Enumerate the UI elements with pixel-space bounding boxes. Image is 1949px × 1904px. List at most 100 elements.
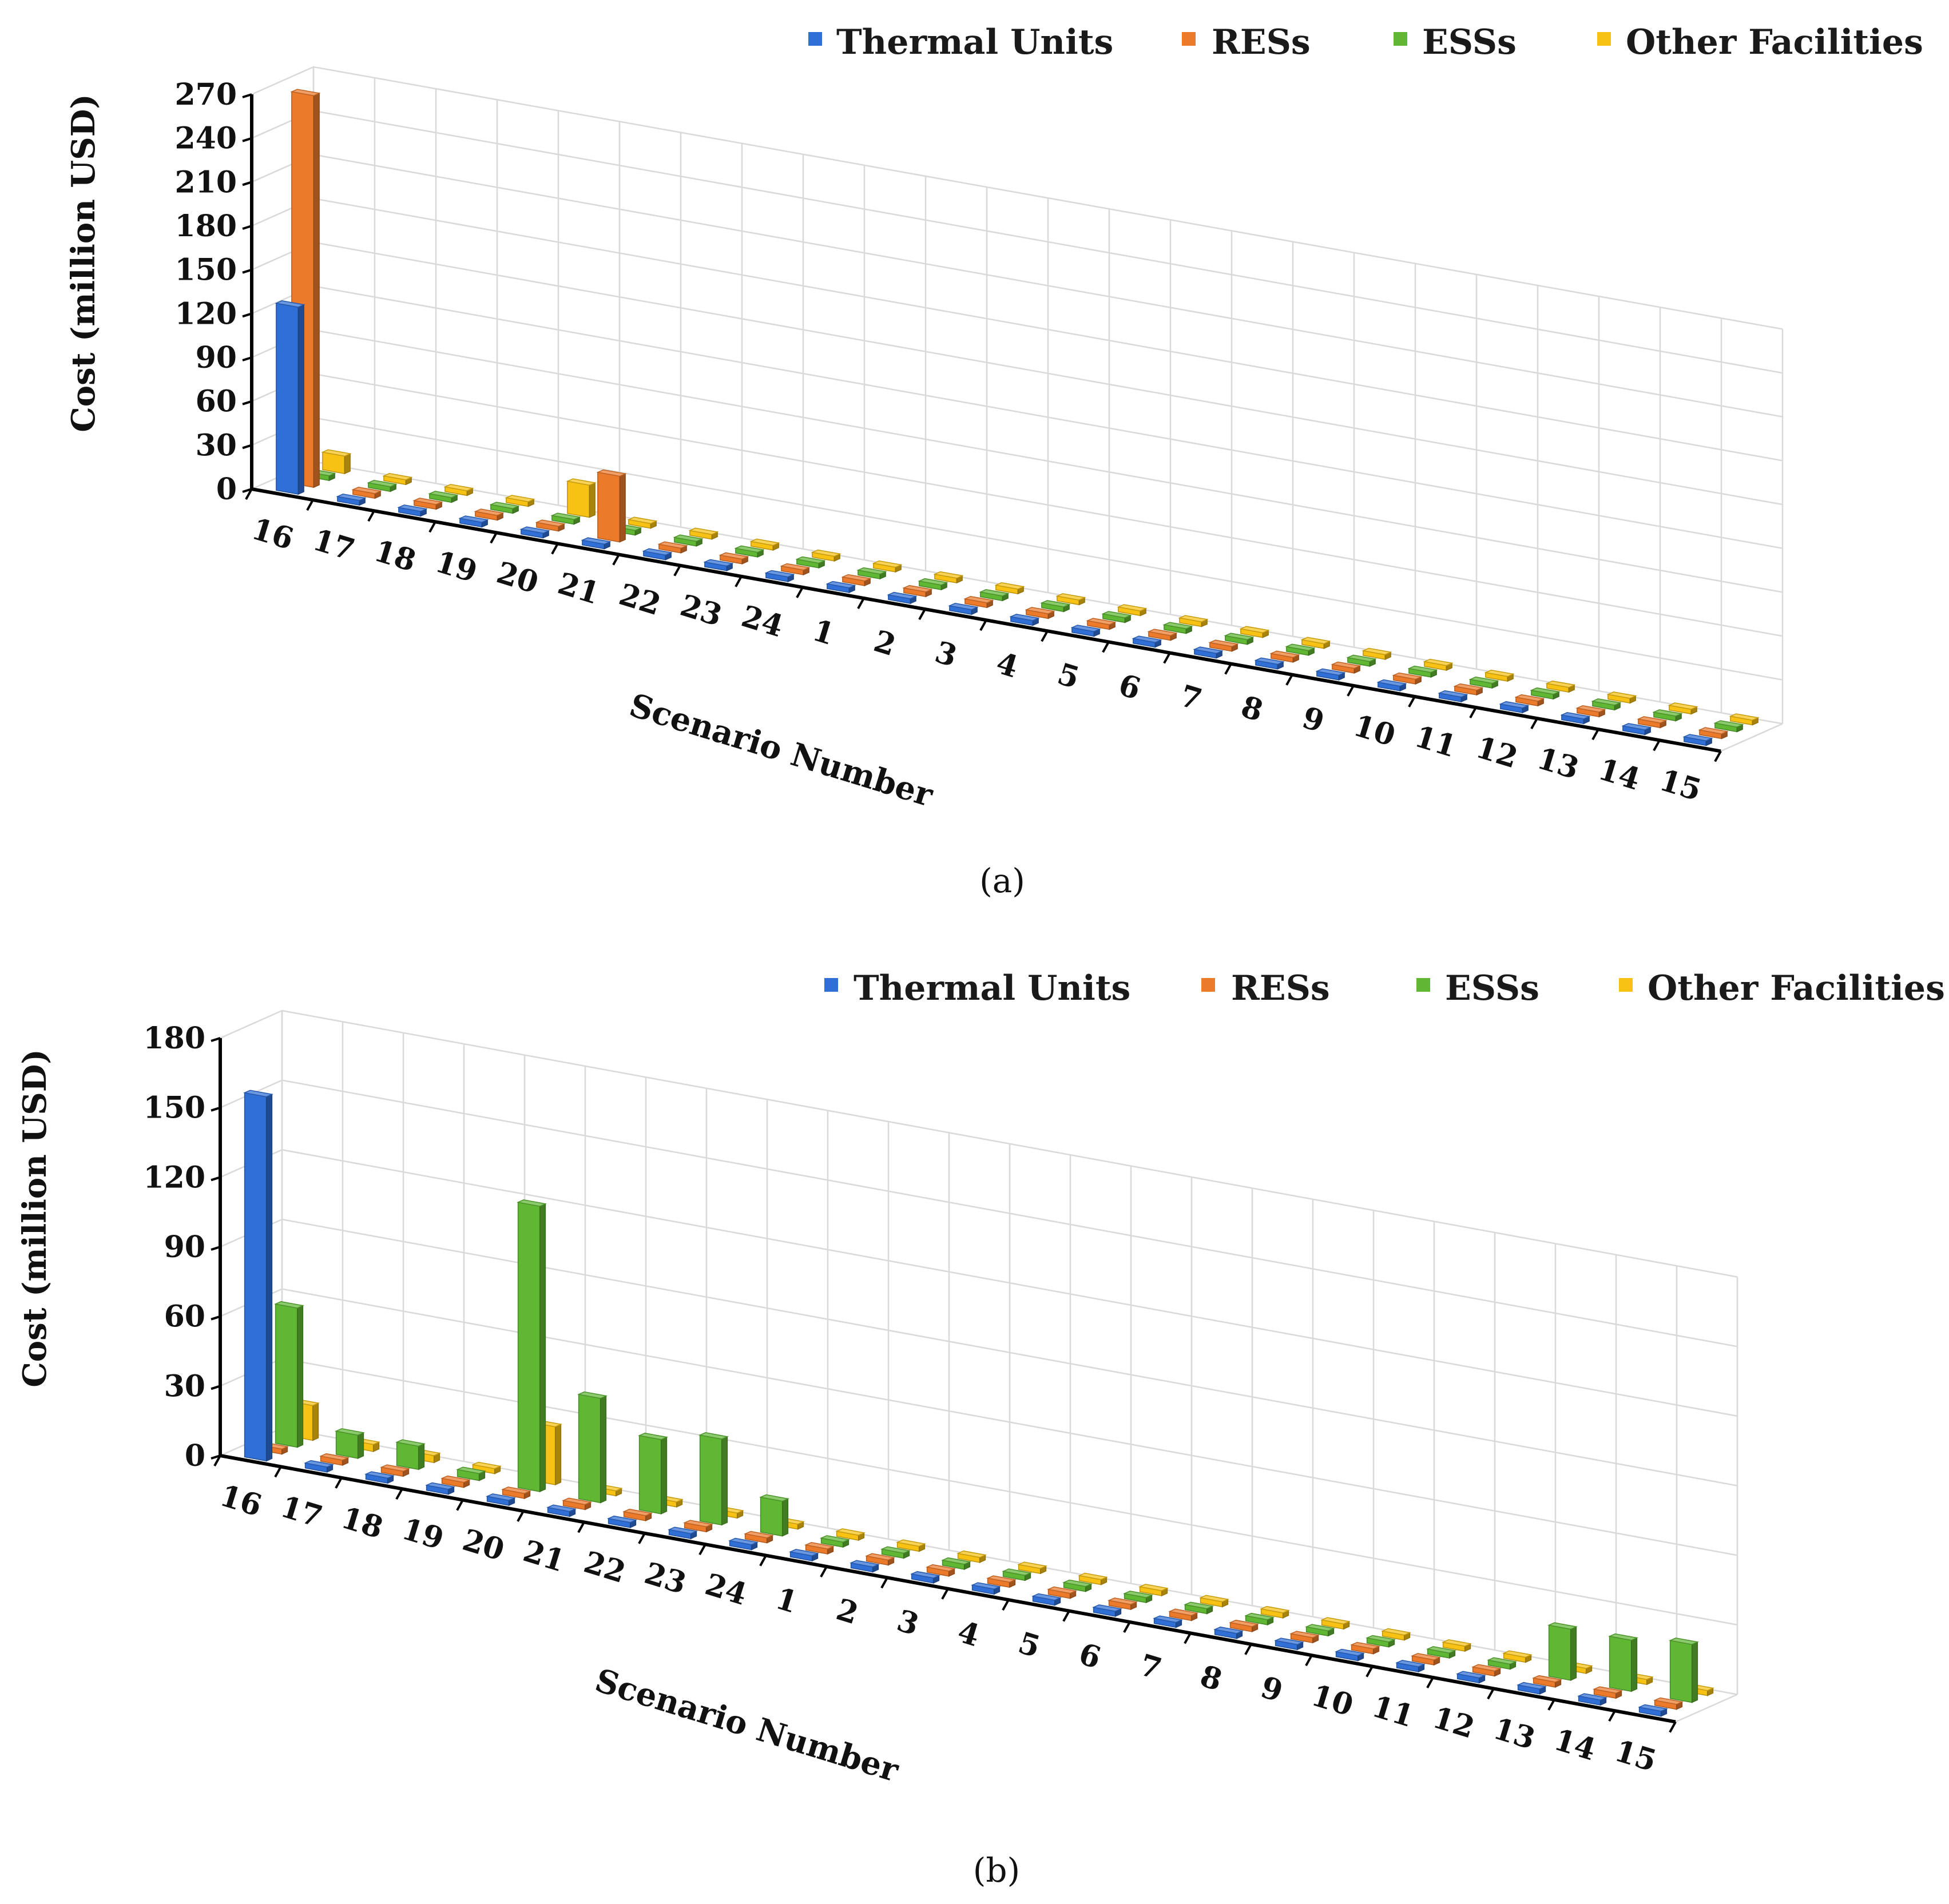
bar-esss-22 <box>638 1432 668 1515</box>
bar-other-facilities-22 <box>688 527 719 540</box>
x-tick-label: 8 <box>1196 1659 1226 1698</box>
bar-other-facilities-14 <box>1668 702 1698 715</box>
bar-ress-6 <box>1147 629 1178 641</box>
y-tick-label: 0 <box>185 1438 205 1473</box>
panel-a-label: (a) <box>979 861 1025 900</box>
x-tick-label: 6 <box>1114 667 1144 707</box>
bar-ress-17 <box>351 487 382 499</box>
bar-thermal-units-5 <box>1031 1593 1062 1606</box>
bar-esss-24 <box>795 556 826 569</box>
chart-b-x-ticks: 16 17 18 19 20 21 22 23 24 1 2 3 4 5 6 7 8 9 10 11 12 13 14 15 <box>216 1478 1661 1779</box>
bar-ress-10 <box>1350 1641 1380 1655</box>
x-tick-label: 4 <box>954 1614 983 1653</box>
bar-esss-11 <box>1468 676 1499 689</box>
bar-ress-14 <box>1637 716 1668 729</box>
bar-esss-5 <box>1101 611 1132 623</box>
bar-other-facilities-9 <box>1361 647 1392 660</box>
bar-esss-10 <box>1407 665 1438 678</box>
bar-ress-9 <box>1331 661 1361 674</box>
x-tick-label: 10 <box>1349 708 1399 753</box>
bar-other-facilities-19 <box>505 495 535 507</box>
bar-thermal-units-6 <box>1132 635 1162 648</box>
bar-other-facilities-12 <box>1545 680 1576 693</box>
bar-thermal-units-1 <box>789 1549 819 1562</box>
bar-thermal-units-12 <box>1499 701 1530 714</box>
y-tick-label: 30 <box>164 1369 205 1404</box>
bar-other-facilities-18 <box>443 484 474 496</box>
bar-other-facilities-2 <box>933 571 964 584</box>
bar-esss-1 <box>856 567 887 580</box>
grid-line-horizontal <box>251 373 1783 637</box>
bar-ress-23 <box>719 552 749 565</box>
x-tick-label: 17 <box>277 1489 327 1535</box>
bar-ress-20 <box>501 1486 531 1500</box>
bar-esss-17 <box>335 1428 365 1459</box>
x-tick-label: 6 <box>1075 1636 1105 1676</box>
bar-ress-10 <box>1392 672 1423 685</box>
x-tick-label: 23 <box>641 1556 690 1601</box>
x-tick-label: 16 <box>248 511 297 557</box>
chart-b-legend: Thermal Units RESs ESSs Other Facilities <box>824 968 1945 1008</box>
bar-ress-7 <box>1208 639 1239 652</box>
chart-b-grid <box>219 1009 1738 1723</box>
bar-thermal-units-8 <box>1213 1626 1244 1639</box>
bar-esss-9 <box>1305 1624 1335 1637</box>
bar-other-facilities-1 <box>872 560 903 573</box>
bar-esss-16 <box>274 1301 304 1448</box>
bar-esss-11 <box>1426 1646 1456 1659</box>
y-tick-label: 180 <box>143 1021 205 1056</box>
bar-esss-18 <box>428 491 459 503</box>
bar-esss-2 <box>918 578 948 591</box>
x-tick-label: 9 <box>1257 1670 1287 1709</box>
bar-thermal-units-11 <box>1438 690 1468 703</box>
x-tick-label: 22 <box>615 577 665 622</box>
bar-ress-12 <box>1471 1664 1502 1677</box>
legend-a-label-other: Other Facilities <box>1626 22 1923 62</box>
bar-esss-15 <box>1669 1637 1699 1703</box>
bar-ress-6 <box>1108 1597 1138 1611</box>
x-tick-label: 13 <box>1490 1711 1539 1756</box>
grid-line-horizontal <box>251 110 1783 374</box>
bar-other-facilities-16 <box>321 449 352 475</box>
bar-thermal-units-4 <box>1009 614 1040 626</box>
bar-other-facilities-13 <box>1606 691 1637 704</box>
chart-b-axes <box>211 1037 1677 1733</box>
chart-b-bars <box>243 1090 1714 1717</box>
bar-thermal-units-19 <box>425 1482 455 1495</box>
x-tick-label: 14 <box>1550 1722 1600 1767</box>
bar-other-facilities-12 <box>1502 1650 1533 1663</box>
x-tick-label: 10 <box>1308 1678 1357 1723</box>
grid-line-horizontal <box>251 241 1783 506</box>
bar-ress-17 <box>319 1453 350 1466</box>
bar-thermal-units-18 <box>364 1471 395 1484</box>
bar-ress-2 <box>865 1553 895 1566</box>
bar-esss-22 <box>673 534 704 547</box>
bar-thermal-units-22 <box>642 548 673 561</box>
bar-ress-19 <box>474 508 505 521</box>
bar-thermal-units-8 <box>1254 657 1285 670</box>
bar-other-facilities-24 <box>811 549 841 562</box>
bar-other-facilities-3 <box>994 582 1025 595</box>
bar-esss-12 <box>1487 1657 1517 1670</box>
grid-floor-edge <box>1675 1694 1738 1723</box>
bar-ress-4 <box>986 1575 1017 1588</box>
bar-thermal-units-5 <box>1070 625 1101 637</box>
y-tick-label: 60 <box>164 1299 205 1334</box>
chart-a-y-ticks: 0 30 60 90 120 150 180 210 240 270 <box>174 77 237 507</box>
bar-esss-7 <box>1224 633 1255 645</box>
bar-ress-19 <box>440 1475 471 1488</box>
bar-ress-4 <box>1025 607 1055 619</box>
legend-b-label-ess: ESSs <box>1445 968 1539 1008</box>
bar-ress-18 <box>412 498 443 510</box>
bar-ress-22 <box>622 1508 653 1521</box>
grid-line-horizontal <box>251 417 1783 681</box>
bar-thermal-units-17 <box>304 1460 334 1473</box>
bar-esss-8 <box>1285 643 1316 656</box>
chart-a-bars <box>275 89 1760 746</box>
bar-other-facilities-21 <box>627 516 658 529</box>
bar-esss-6 <box>1162 622 1193 634</box>
x-tick-label: 11 <box>1411 719 1460 764</box>
bar-ress-24 <box>744 1531 774 1544</box>
bar-other-facilities-2 <box>896 1539 926 1552</box>
